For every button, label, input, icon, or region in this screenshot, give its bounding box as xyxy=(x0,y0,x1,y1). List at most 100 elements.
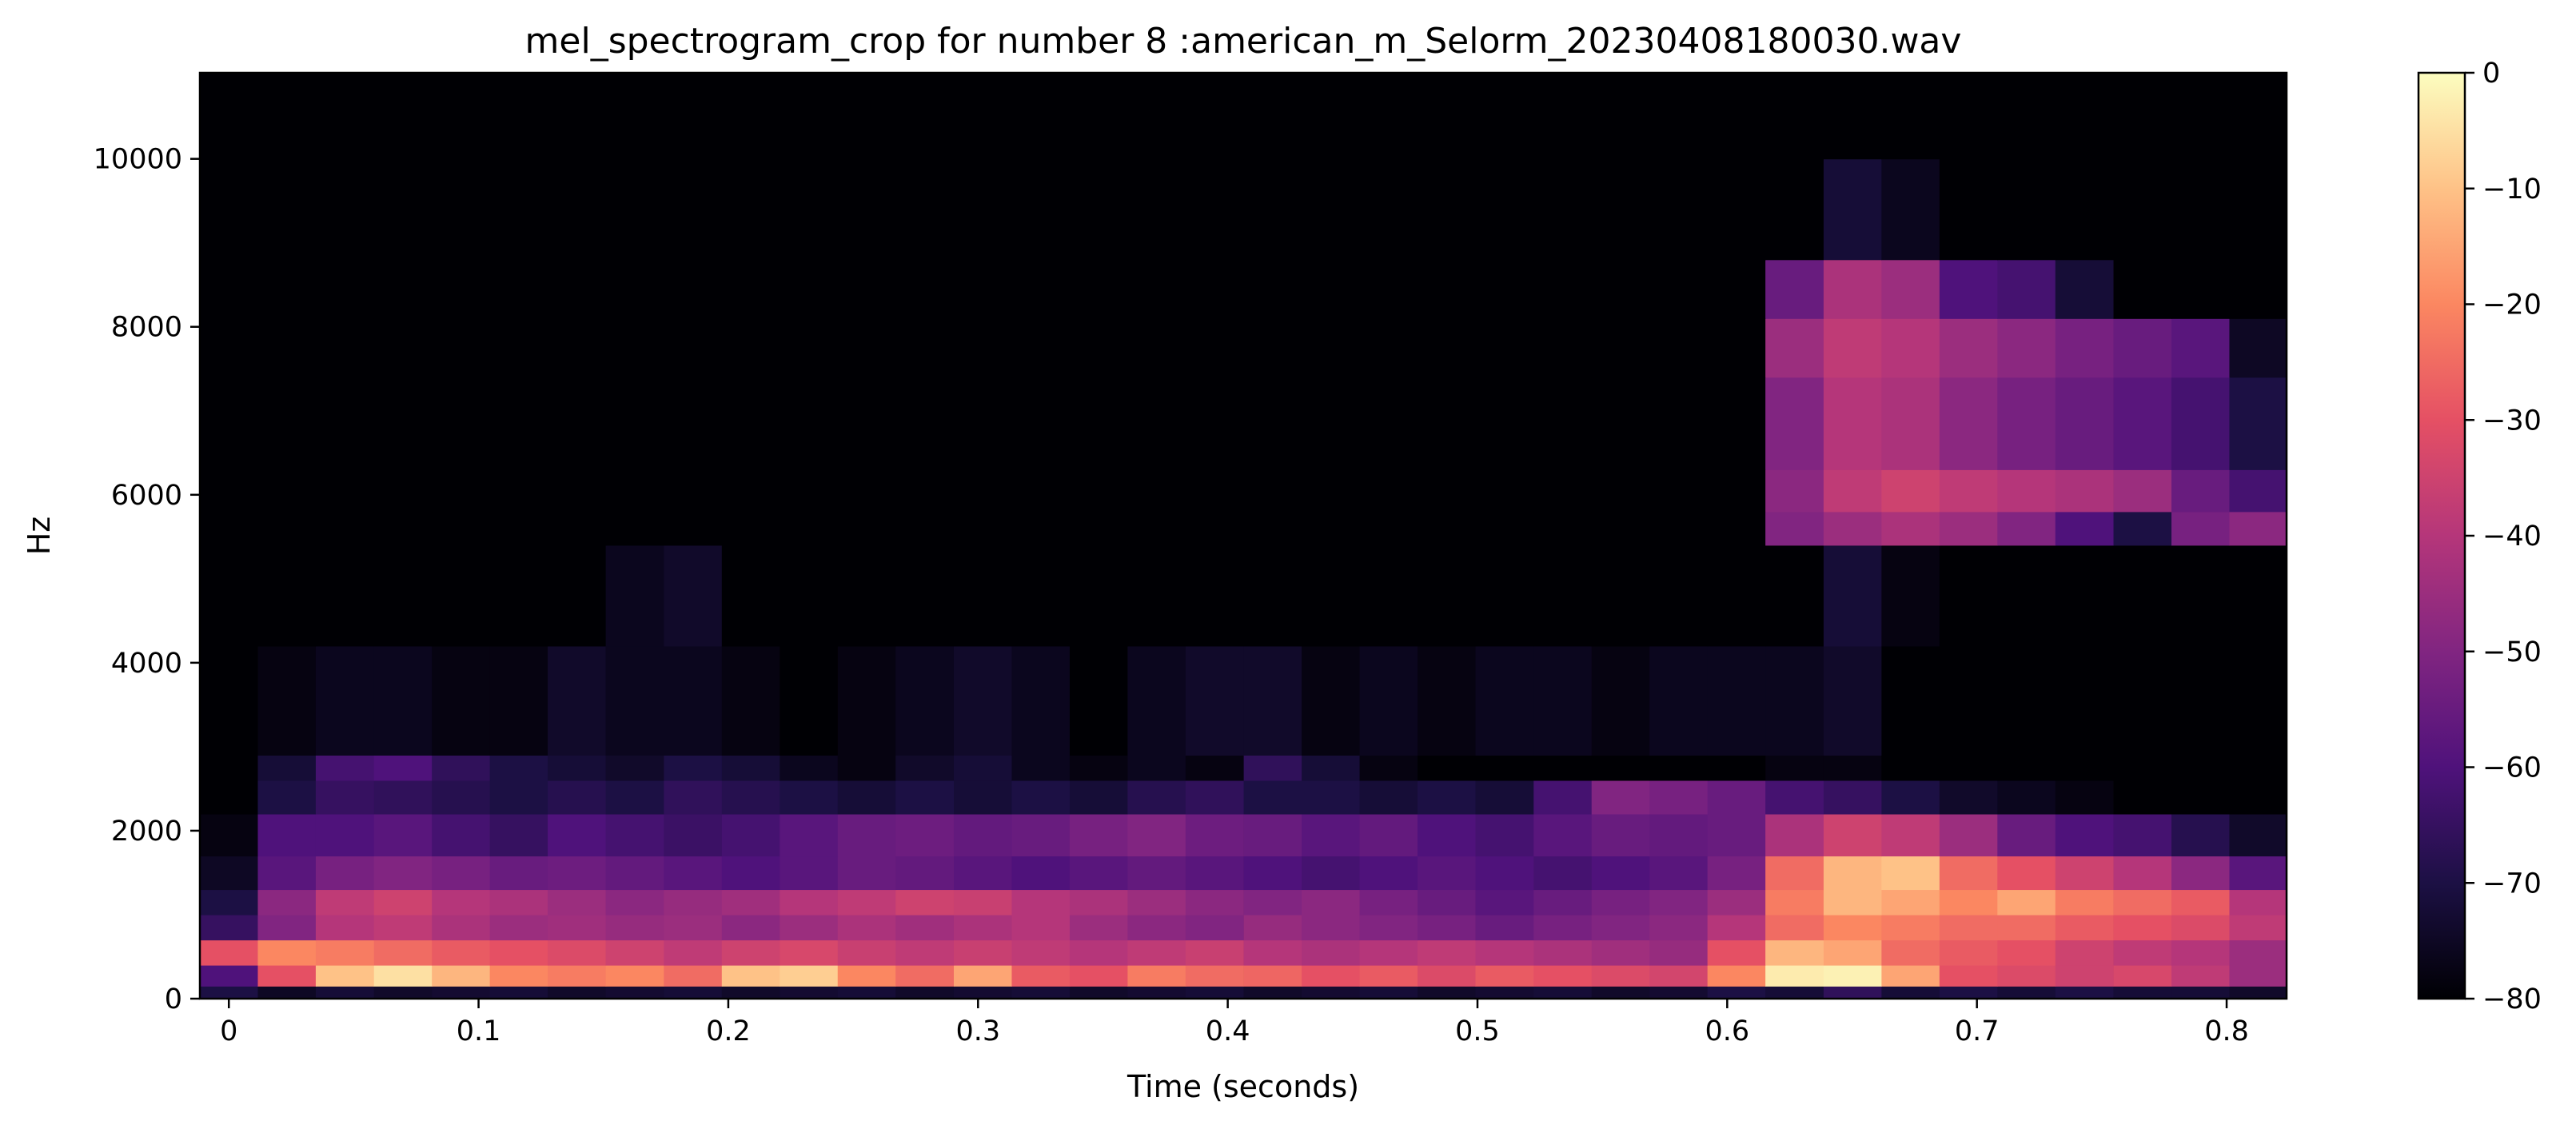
heatmap-cell xyxy=(721,813,780,857)
heatmap-cell xyxy=(432,780,491,815)
heatmap-cell xyxy=(1939,645,1998,756)
heatmap-cell xyxy=(1359,318,1418,378)
heatmap-cell xyxy=(1418,645,1477,756)
heatmap-cell xyxy=(605,939,664,966)
heatmap-cell xyxy=(1243,158,1302,261)
heatmap-cell xyxy=(1649,259,1709,319)
heatmap-cell xyxy=(2171,73,2231,160)
heatmap-cell xyxy=(1823,856,1882,891)
heatmap-cell xyxy=(605,73,664,160)
heatmap-cell xyxy=(1127,914,1186,941)
heatmap-cell xyxy=(315,318,374,378)
heatmap-cell xyxy=(1823,73,1882,160)
heatmap-cell xyxy=(664,964,723,987)
heatmap-cell xyxy=(1359,889,1418,916)
heatmap-cell xyxy=(2229,780,2287,815)
heatmap-cell xyxy=(2171,889,2231,916)
heatmap-cell xyxy=(257,511,317,546)
heatmap-cell xyxy=(1359,469,1418,513)
heatmap-cell xyxy=(1185,259,1244,319)
heatmap-cell xyxy=(1881,914,1940,941)
colorbar-ticks: 0 −10 −20 −30 −40 −50 −60 −70 −80 xyxy=(2465,58,2542,1015)
heatmap-cell xyxy=(1011,986,1071,999)
heatmap-cell xyxy=(721,856,780,891)
heatmap-cell xyxy=(721,964,780,987)
heatmap-cell xyxy=(1302,964,1361,987)
heatmap-cell xyxy=(2113,964,2172,987)
heatmap-cell xyxy=(2055,377,2114,470)
heatmap-cell xyxy=(548,318,607,378)
heatmap-cell xyxy=(1649,377,1709,470)
x-tick-label: 0.2 xyxy=(706,1015,751,1047)
heatmap-cell xyxy=(489,914,548,941)
heatmap-cell xyxy=(1475,939,1534,966)
heatmap-cell xyxy=(1533,939,1593,966)
heatmap-cell xyxy=(1823,939,1882,966)
heatmap-cell xyxy=(605,545,664,647)
heatmap-cell xyxy=(1243,889,1302,916)
heatmap-cell xyxy=(1591,158,1650,261)
heatmap-cell xyxy=(1185,511,1244,546)
heatmap-cell xyxy=(315,645,374,756)
x-axis-label: Time (seconds) xyxy=(1127,1069,1359,1104)
heatmap-cell xyxy=(895,914,955,941)
heatmap-cell xyxy=(2171,780,2231,815)
colorbar-tick-label: −40 xyxy=(2482,521,2542,553)
heatmap-cell xyxy=(721,545,780,647)
heatmap-cells xyxy=(200,73,2287,999)
heatmap-cell xyxy=(1011,469,1071,513)
heatmap-cell xyxy=(953,318,1013,378)
heatmap-cell xyxy=(1997,755,2056,781)
heatmap-cell xyxy=(1707,755,1766,781)
heatmap-cell xyxy=(1011,939,1071,966)
heatmap-cell xyxy=(548,545,607,647)
heatmap-cell xyxy=(1649,158,1709,261)
heatmap-cell xyxy=(200,73,259,160)
heatmap-cell xyxy=(257,645,317,756)
heatmap-cell xyxy=(489,469,548,513)
heatmap-cell xyxy=(895,318,955,378)
x-tick-label: 0.1 xyxy=(457,1015,501,1047)
heatmap-cell xyxy=(1591,813,1650,857)
heatmap-cell xyxy=(257,964,317,987)
heatmap-cell xyxy=(2229,259,2287,319)
heatmap-cell xyxy=(2113,645,2172,756)
heatmap-cell xyxy=(605,964,664,987)
heatmap-cell xyxy=(1533,511,1593,546)
heatmap-cell xyxy=(548,939,607,966)
heatmap-cell xyxy=(1185,964,1244,987)
heatmap-cell xyxy=(2171,964,2231,987)
heatmap-cell xyxy=(2171,545,2231,647)
heatmap-cell xyxy=(1939,780,1998,815)
heatmap-cell xyxy=(1069,259,1128,319)
heatmap-cell xyxy=(548,856,607,891)
heatmap-cell xyxy=(605,889,664,916)
heatmap-cell xyxy=(2113,318,2172,378)
heatmap-cell xyxy=(200,318,259,378)
heatmap-cell xyxy=(2113,889,2172,916)
heatmap-cell xyxy=(1069,813,1128,857)
heatmap-cell xyxy=(1185,545,1244,647)
heatmap-cell xyxy=(1533,318,1593,378)
heatmap-cell xyxy=(1881,545,1940,647)
heatmap-cell xyxy=(548,158,607,261)
heatmap-cell xyxy=(1649,545,1709,647)
heatmap-cell xyxy=(605,755,664,781)
heatmap-cell xyxy=(1302,377,1361,470)
heatmap-cell xyxy=(2229,511,2287,546)
heatmap-cell xyxy=(1533,377,1593,470)
heatmap-cell xyxy=(432,755,491,781)
heatmap-cell xyxy=(1127,259,1186,319)
heatmap-cell xyxy=(1881,755,1940,781)
heatmap-cell xyxy=(1011,73,1071,160)
heatmap-cell xyxy=(721,780,780,815)
heatmap-cell xyxy=(953,259,1013,319)
heatmap-cell xyxy=(780,856,839,891)
heatmap-cell xyxy=(1359,964,1418,987)
heatmap-cell xyxy=(837,318,896,378)
heatmap-cell xyxy=(2229,645,2287,756)
heatmap-cell xyxy=(432,73,491,160)
heatmap-cell xyxy=(1069,964,1128,987)
heatmap-cell xyxy=(1127,986,1186,999)
heatmap-cell xyxy=(1823,259,1882,319)
